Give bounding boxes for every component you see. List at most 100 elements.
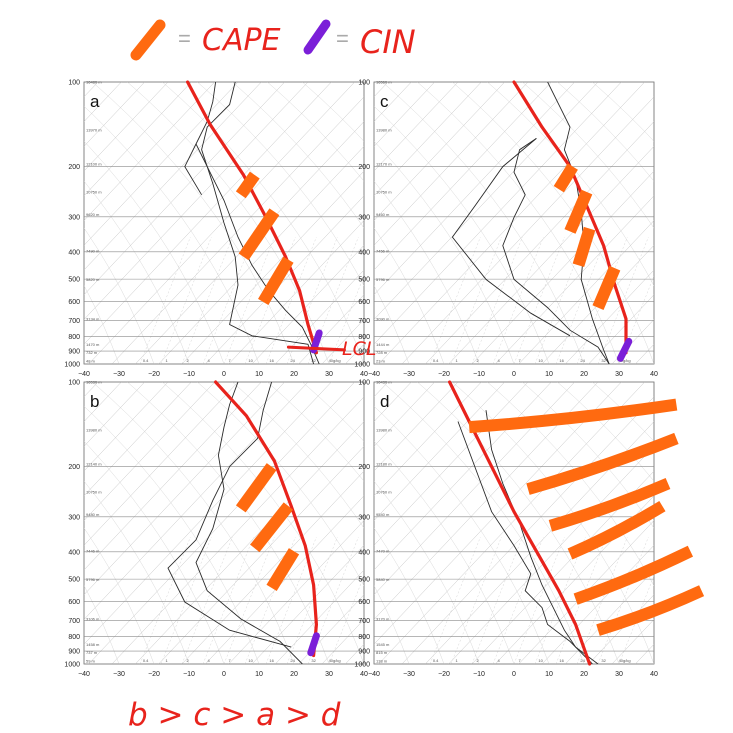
isotherm-line	[565, 269, 654, 364]
mixing-ratio-label: 40g/kg	[329, 658, 341, 663]
pressure-tick-label: 700	[358, 318, 370, 325]
height-label: 5840 m	[376, 577, 390, 582]
lcl-annotation: LCL	[342, 338, 376, 360]
isotherm-line	[84, 82, 169, 172]
mixing-ratio-line	[429, 237, 481, 364]
mixing-ratio-label: 10	[248, 358, 253, 363]
pressure-tick-label: 400	[68, 549, 80, 556]
mixing-ratio-line	[328, 275, 364, 364]
pressure-tick-label: 500	[68, 577, 80, 584]
mixing-ratio-label: 16	[269, 658, 274, 663]
dry-adiabat	[232, 82, 364, 229]
cape-stroke	[250, 502, 294, 553]
isotherm-line	[374, 82, 552, 271]
secondary-profile	[451, 138, 571, 337]
height-label: 5796 m	[86, 577, 100, 582]
height-label: 1458 m	[86, 642, 100, 647]
isotherm-line	[374, 82, 505, 221]
isotherm-line	[374, 82, 459, 172]
mixing-ratio-label: 7	[518, 358, 521, 363]
mixing-ratio-line	[139, 537, 191, 664]
isotherm-line	[84, 382, 169, 472]
dry-adiabat	[487, 82, 654, 287]
mixing-ratio-line	[597, 537, 649, 664]
isotherm-line	[374, 82, 482, 197]
dry-adiabat	[0, 382, 49, 664]
isotherm-line	[84, 82, 192, 197]
temperature-tick-label: −30	[403, 671, 415, 678]
mixing-ratio-label: 24	[580, 658, 585, 663]
isotherm-line	[228, 220, 364, 364]
temperature-tick-label: 20	[290, 671, 298, 678]
height-label: 10760 m	[376, 489, 392, 494]
temperature-tick-label: 20	[290, 371, 298, 378]
mixing-ratio-line	[307, 237, 359, 364]
dry-adiabat	[127, 382, 330, 664]
mixing-ratio-label: 2	[186, 358, 189, 363]
temperature-tick-label: 10	[545, 671, 553, 678]
panel-grid	[374, 82, 733, 364]
height-label: 16560 m	[376, 80, 392, 85]
isotherm-line	[448, 145, 654, 364]
pressure-tick-label: 900	[68, 649, 80, 656]
temperature-tick-label: 30	[325, 371, 333, 378]
pressure-tick-label: 700	[68, 318, 80, 325]
isotherm-line	[251, 544, 364, 664]
mixing-ratio-line	[181, 237, 233, 364]
isotherm-line	[374, 382, 482, 497]
temperature-profile	[195, 382, 303, 664]
pressure-tick-label: 400	[358, 549, 370, 556]
mixing-ratio-label: 1	[165, 658, 168, 663]
isotherm-line	[84, 382, 309, 620]
mixing-ratio-label: 1	[455, 658, 458, 663]
isotherm-line	[541, 544, 654, 664]
cin-stroke	[616, 337, 633, 362]
isotherm-line	[448, 445, 654, 664]
isotherm-line	[181, 470, 364, 664]
mixing-ratio-line	[265, 237, 317, 364]
height-label: 5796 m	[376, 277, 390, 282]
height-label: 59 m	[86, 659, 96, 664]
pressure-tick-label: 1000	[354, 362, 370, 369]
cape-stroke	[592, 265, 621, 310]
height-label: 3134 m	[86, 316, 100, 321]
pressure-tick-label: 600	[358, 599, 370, 606]
height-label: 16480 m	[86, 80, 102, 85]
dry-adiabat	[0, 382, 14, 664]
mixing-ratio-line	[576, 537, 628, 664]
pressure-tick-label: 600	[68, 299, 80, 306]
isotherm-line	[374, 382, 599, 620]
panel-label: c	[380, 92, 389, 111]
dry-adiabat	[92, 382, 295, 664]
height-label: 728 m	[376, 350, 388, 355]
pressure-tick-label: 400	[358, 249, 370, 256]
cin-legend-swatch	[303, 19, 331, 55]
pressure-tick-label: 800	[358, 634, 370, 641]
mixing-ratio-line	[492, 537, 544, 664]
height-label: 12100 m	[86, 161, 102, 166]
mixing-ratio-label: 4	[207, 658, 210, 663]
pressure-tick-label: 1000	[64, 362, 80, 369]
isotherm-line	[682, 82, 733, 364]
isotherm-line	[205, 195, 364, 364]
height-label: 16430 m	[376, 380, 392, 385]
height-label: 3170 m	[376, 616, 390, 621]
mixing-ratio-line	[429, 537, 481, 664]
isotherm-line	[471, 170, 654, 364]
isotherm-line	[588, 294, 654, 364]
height-label: 7456 m	[376, 249, 390, 254]
dry-adiabat	[374, 585, 410, 664]
dry-adiabat	[92, 82, 295, 364]
pressure-tick-label: 1000	[354, 662, 370, 669]
isotherm-line	[471, 470, 654, 664]
dry-adiabat	[197, 382, 364, 587]
temperature-tick-label: 0	[512, 371, 516, 378]
dry-adiabat	[127, 82, 330, 364]
mixing-ratio-label: 24	[580, 358, 585, 363]
mixing-ratio-label: 40g/kg	[619, 358, 631, 363]
height-label: 737 m	[86, 650, 98, 655]
panel-label: a	[90, 92, 100, 111]
isotherm-line	[158, 145, 364, 364]
mixing-ratio-label: 16	[559, 658, 564, 663]
pressure-tick-label: 500	[358, 277, 370, 284]
